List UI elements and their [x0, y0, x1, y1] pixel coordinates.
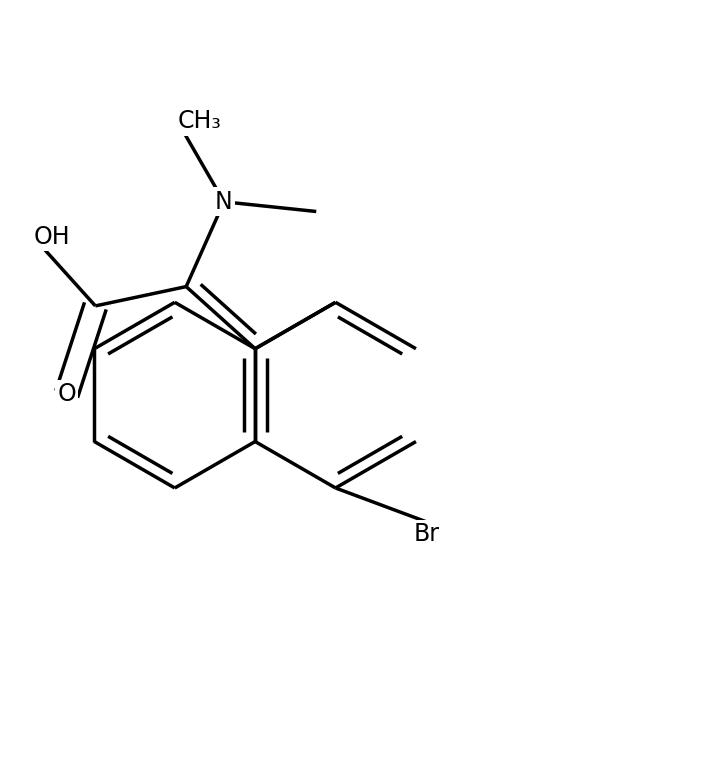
- Text: N: N: [215, 190, 233, 214]
- Text: Br: Br: [414, 522, 440, 546]
- Text: CH₃: CH₃: [178, 109, 221, 133]
- Text: OH: OH: [33, 225, 70, 249]
- Text: O: O: [58, 383, 76, 406]
